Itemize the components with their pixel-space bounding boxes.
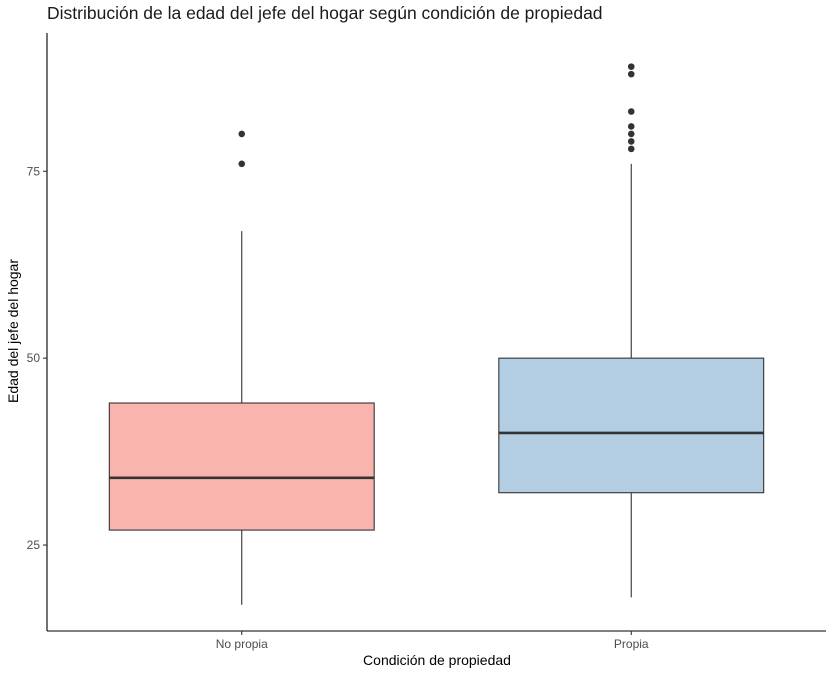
y-tick-label: 75 bbox=[27, 164, 41, 178]
outlier-point bbox=[627, 108, 635, 115]
chart-title: Distribución de la edad del jefe del hog… bbox=[47, 3, 603, 23]
axes-layer: 25 50 75 No propia Propia bbox=[27, 33, 826, 651]
y-tick-label: 25 bbox=[27, 538, 41, 552]
outlier-point bbox=[627, 130, 635, 138]
outlier-point bbox=[627, 70, 635, 78]
outlier-point bbox=[238, 160, 246, 168]
outlier-point bbox=[238, 130, 246, 138]
box-iqr bbox=[108, 402, 375, 531]
outlier-point bbox=[627, 138, 635, 145]
boxes-layer bbox=[108, 63, 765, 605]
box-group-no-propia bbox=[108, 130, 375, 605]
box-group-propia bbox=[498, 63, 765, 598]
y-tick-label: 50 bbox=[27, 351, 41, 365]
outlier-point bbox=[627, 145, 635, 153]
outlier-point bbox=[627, 63, 635, 70]
y-axis-title: Edad del jefe del hogar bbox=[5, 259, 21, 403]
x-axis-title: Condición de propiedad bbox=[363, 652, 511, 668]
outlier-point bbox=[627, 123, 635, 130]
x-tick-label: No propia bbox=[216, 637, 268, 651]
x-tick-label: Propia bbox=[614, 637, 649, 651]
box-iqr bbox=[498, 357, 765, 494]
